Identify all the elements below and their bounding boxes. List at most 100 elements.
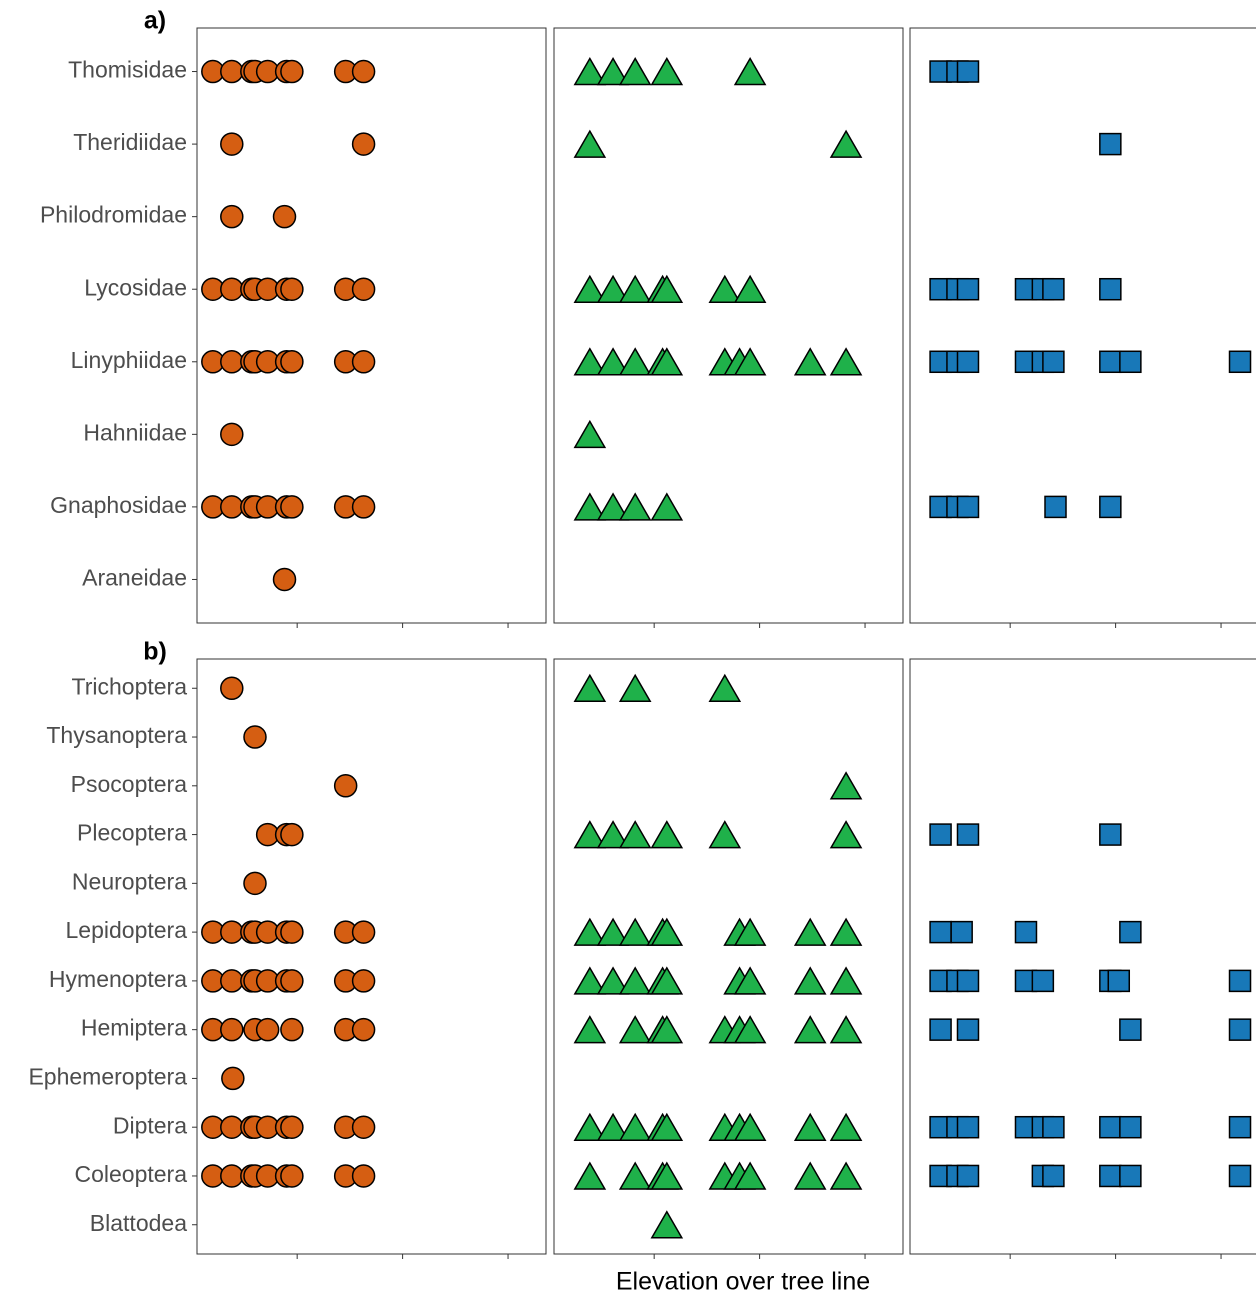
dot bbox=[733, 347, 767, 376]
y-tick-label: Coleoptera bbox=[74, 1161, 187, 1187]
dot bbox=[573, 57, 607, 86]
dot bbox=[596, 966, 630, 995]
dot bbox=[1044, 495, 1067, 519]
dot bbox=[1119, 1018, 1142, 1041]
dot bbox=[351, 920, 376, 944]
dot bbox=[618, 966, 652, 995]
dot bbox=[220, 204, 244, 229]
dot bbox=[956, 350, 980, 374]
y-tick-label: Ephemeroptera bbox=[28, 1064, 187, 1090]
panel bbox=[553, 27, 904, 624]
dot bbox=[1119, 920, 1142, 944]
dot bbox=[956, 1018, 980, 1041]
dot bbox=[351, 1017, 376, 1042]
dot bbox=[280, 1164, 304, 1188]
dot bbox=[829, 129, 863, 158]
dot bbox=[829, 820, 863, 849]
dot bbox=[1228, 1018, 1252, 1041]
dot bbox=[650, 917, 684, 946]
dot bbox=[220, 1164, 244, 1188]
dot bbox=[650, 966, 684, 995]
dot bbox=[351, 1115, 376, 1139]
dot bbox=[573, 1015, 607, 1044]
dot bbox=[351, 969, 376, 993]
dot bbox=[618, 1161, 652, 1190]
dot bbox=[618, 673, 652, 703]
dot bbox=[929, 823, 952, 846]
dot bbox=[351, 277, 376, 301]
dot bbox=[1228, 1164, 1252, 1188]
y-tick-label: Lepidoptera bbox=[66, 917, 188, 943]
dot bbox=[596, 274, 630, 303]
dot bbox=[733, 966, 767, 995]
dot bbox=[829, 1015, 863, 1044]
dot bbox=[596, 347, 630, 376]
dot bbox=[708, 820, 742, 849]
dot bbox=[1042, 277, 1065, 301]
dot bbox=[596, 492, 630, 521]
dot bbox=[956, 60, 980, 83]
dot bbox=[351, 350, 376, 374]
dot bbox=[1099, 277, 1122, 301]
dot bbox=[1099, 1164, 1122, 1188]
dot bbox=[573, 820, 607, 849]
dot bbox=[220, 495, 244, 519]
dot bbox=[793, 347, 827, 376]
dot bbox=[1119, 1164, 1142, 1188]
dot bbox=[956, 1115, 980, 1139]
dot bbox=[333, 774, 358, 798]
y-tick-label: Hymenoptera bbox=[49, 966, 187, 992]
y-tick-label: Psocoptera bbox=[71, 771, 188, 797]
dot bbox=[650, 1161, 684, 1190]
dot bbox=[351, 495, 376, 519]
dot bbox=[1042, 1164, 1065, 1188]
dot bbox=[733, 1112, 767, 1141]
y-tick-label: Blattodea bbox=[90, 1210, 187, 1236]
dot bbox=[650, 1112, 684, 1141]
dot bbox=[829, 1161, 863, 1190]
dot bbox=[1099, 1115, 1122, 1139]
dot bbox=[351, 59, 376, 84]
dot bbox=[280, 1115, 304, 1139]
dot bbox=[220, 1115, 244, 1139]
dot bbox=[618, 1015, 652, 1044]
dot bbox=[956, 495, 980, 519]
dot bbox=[1107, 969, 1131, 993]
y-tick-label: Hahniidae bbox=[83, 419, 187, 445]
y-tick-label: Thysanoptera bbox=[46, 722, 187, 748]
x-axis-title: Elevation over tree line bbox=[616, 1268, 870, 1296]
dot bbox=[1228, 1115, 1252, 1139]
dot bbox=[1099, 823, 1122, 846]
dot bbox=[1119, 350, 1142, 374]
y-tick-label: Plecoptera bbox=[77, 820, 187, 846]
dot bbox=[1031, 969, 1055, 993]
dot bbox=[793, 917, 827, 946]
dot bbox=[618, 274, 652, 303]
dot bbox=[280, 969, 304, 993]
dot bbox=[1099, 132, 1122, 156]
dot bbox=[1042, 350, 1065, 374]
panel bbox=[196, 658, 547, 1255]
dot bbox=[351, 1164, 376, 1188]
dot bbox=[708, 673, 742, 703]
dot bbox=[220, 1017, 244, 1042]
dot bbox=[650, 274, 684, 303]
y-tick-label: Linyphiidae bbox=[71, 347, 187, 373]
dot bbox=[1228, 350, 1252, 374]
y-tick-label: Gnaphosidae bbox=[50, 492, 187, 518]
dot bbox=[618, 347, 652, 376]
y-tick-label: Philodromidae bbox=[40, 202, 187, 228]
dot bbox=[929, 1018, 952, 1041]
dot bbox=[596, 917, 630, 946]
dot bbox=[956, 1164, 980, 1188]
dot bbox=[618, 820, 652, 849]
dot bbox=[280, 495, 304, 519]
dot bbox=[573, 492, 607, 521]
panel-title: b) bbox=[143, 638, 167, 666]
y-tick-label: Trichoptera bbox=[72, 673, 188, 699]
dot bbox=[829, 347, 863, 376]
dot bbox=[793, 966, 827, 995]
dot bbox=[220, 59, 244, 84]
dot bbox=[793, 1161, 827, 1190]
